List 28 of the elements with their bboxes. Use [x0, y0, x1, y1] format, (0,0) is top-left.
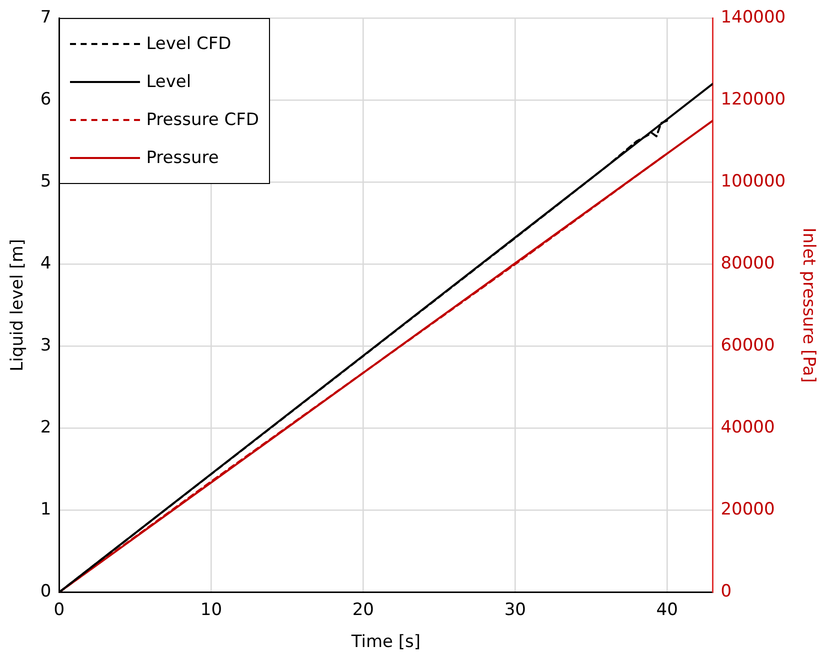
x-axis-title: Time [s]	[350, 632, 421, 652]
y2-tick-label: 100000	[720, 172, 786, 192]
y-tick-label: 6	[40, 90, 52, 110]
y-tick-label: 2	[40, 418, 52, 438]
y2-tick-label: 40000	[720, 418, 775, 438]
x-tick-label: 40	[656, 600, 678, 620]
y2-tick-label: 120000	[720, 90, 786, 110]
y2-tick-label: 20000	[720, 500, 775, 520]
x-tick-label: 20	[352, 600, 374, 620]
y2-tick-label: 140000	[720, 8, 786, 28]
y-tick-label: 5	[40, 172, 52, 192]
y-tick-label: 1	[40, 500, 52, 520]
y-tick-label: 4	[40, 254, 52, 274]
legend-label: Level	[146, 72, 192, 92]
legend-label: Level CFD	[146, 34, 232, 54]
x-tick-label: 30	[504, 600, 526, 620]
y2-tick-label: 60000	[720, 336, 775, 356]
y-axis-title: Liquid level [m]	[8, 239, 28, 372]
y2-axis-title: Inlet pressure [Pa]	[798, 228, 818, 383]
y2-tick-label: 80000	[720, 254, 775, 274]
legend-label: Pressure CFD	[146, 110, 259, 130]
y-tick-label: 3	[40, 336, 52, 356]
y-tick-label: 0	[40, 582, 52, 602]
y-tick-label: 7	[40, 8, 52, 28]
x-tick-label: 10	[200, 600, 222, 620]
legend-label: Pressure	[146, 148, 219, 168]
y2-tick-label: 0	[720, 582, 732, 602]
x-tick-label: 0	[54, 600, 65, 620]
